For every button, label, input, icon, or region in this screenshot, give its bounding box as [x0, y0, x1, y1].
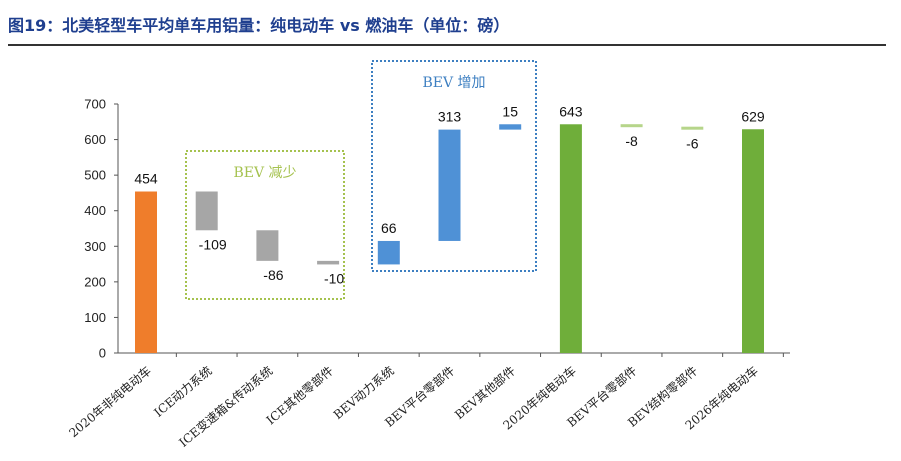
bar-minor [620, 124, 643, 128]
bar-increase [438, 129, 461, 241]
bar-minor [681, 126, 704, 130]
data-label: -10 [324, 270, 344, 286]
bar-increase [377, 240, 400, 265]
y-tick-label: 400 [84, 203, 106, 218]
annotation-box-increase [371, 60, 537, 272]
chart-title: 图19：北美轻型车平均单车用铝量：纯电动车 vs 燃油车（单位：磅） [8, 16, 510, 35]
data-label: -109 [199, 236, 227, 252]
bar-decrease [195, 191, 218, 231]
y-tick-label: 600 [84, 132, 106, 147]
y-tick-label: 0 [99, 346, 106, 361]
x-tick-label: ICE其他零部件 [263, 363, 336, 428]
annotation-layer: BEV 减少 BEV 增加 [185, 60, 537, 300]
annotation-box-decrease [185, 150, 345, 300]
annotation-label-decrease: BEV 减少 [233, 165, 296, 181]
y-tick-label: 100 [84, 310, 106, 325]
data-label: 15 [502, 103, 518, 119]
data-label: -8 [625, 133, 638, 149]
annotation-label-increase: BEV 增加 [422, 75, 485, 91]
label-layer: 454 -109 -86 -10 66 313 15 643 -8 -6 629 [134, 103, 765, 286]
bar-total [135, 191, 157, 353]
x-tick-label: 2020年非纯电动车 [66, 363, 154, 440]
data-label: 629 [741, 108, 765, 124]
x-tick-label: BEV动力系统 [331, 364, 397, 422]
data-label: -6 [686, 135, 699, 151]
bar-increase [499, 124, 522, 130]
data-label: 454 [134, 171, 158, 187]
data-label: 313 [438, 109, 462, 125]
bar-total-bev [559, 124, 582, 353]
title-divider [8, 44, 886, 46]
bar-decrease [256, 230, 279, 261]
bar-decrease [317, 260, 340, 265]
bar-total-bev [742, 129, 764, 353]
x-tick-label: BEV其他部件 [452, 363, 519, 422]
y-tick-label: 200 [84, 274, 106, 289]
y-tick-label: 300 [84, 239, 106, 254]
data-label: -86 [263, 267, 283, 283]
data-label: 66 [381, 220, 397, 236]
bar-layer [135, 124, 764, 353]
y-tick-label: 700 [84, 97, 106, 112]
x-tick-label: ICE动力系统 [151, 364, 214, 420]
y-tick-label: 500 [84, 168, 106, 183]
data-label: 643 [559, 103, 583, 119]
